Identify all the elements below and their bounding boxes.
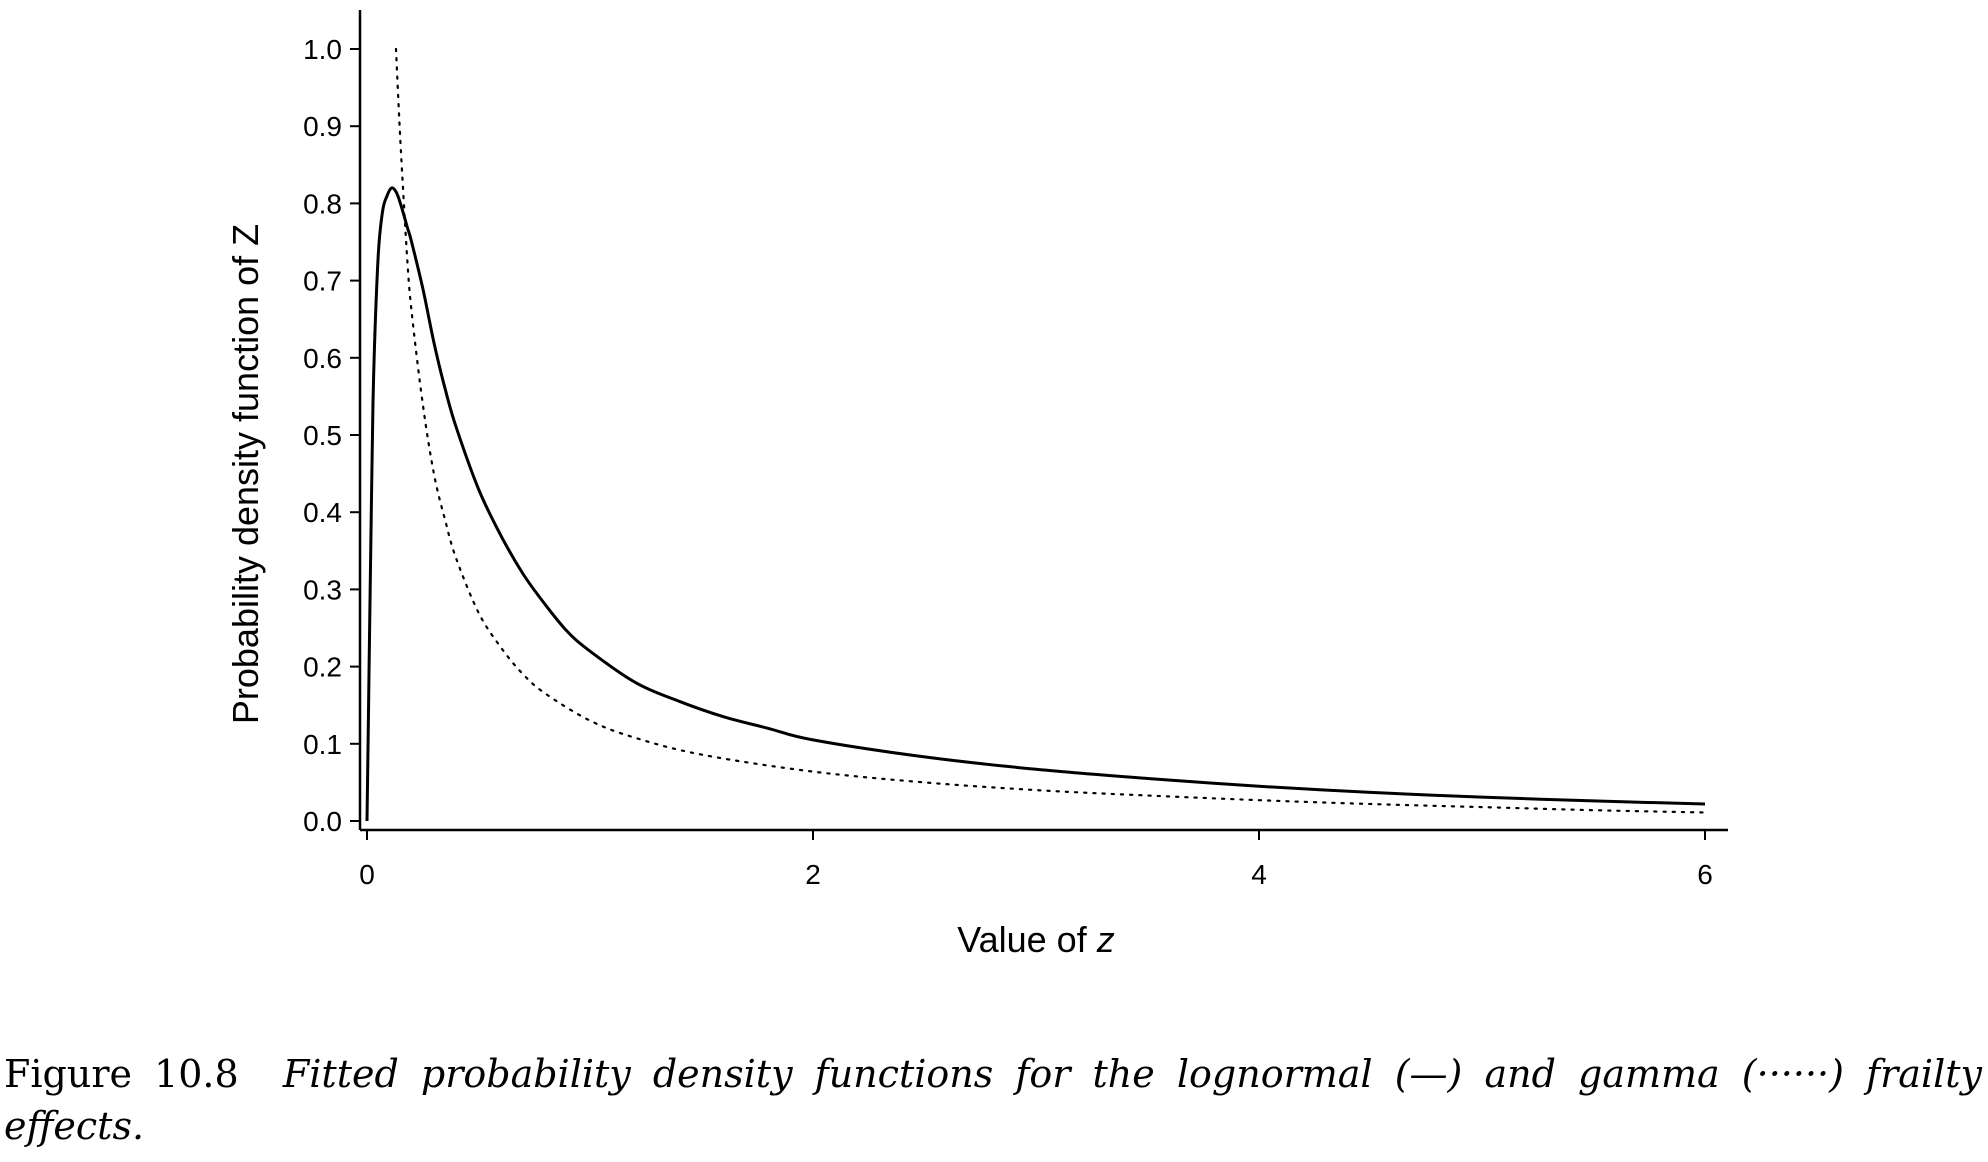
y-tick-label: 0.6 (303, 343, 342, 374)
y-axis: 0.0 0.1 0.2 0.3 0.4 0.5 0.6 0.7 0.8 0.9 1.0 (303, 10, 362, 837)
y-tick-label: 0.2 (303, 652, 342, 683)
y-tick-label: 1.0 (303, 34, 342, 65)
figure-caption: Figure 10.8 Fitted probability density f… (4, 1048, 1982, 1152)
lognormal-series-line (365, 186, 1706, 822)
x-axis: 0 2 4 6 (359, 828, 1728, 890)
y-tick-label: 0.7 (303, 266, 342, 297)
x-tick-label: 6 (1697, 859, 1713, 890)
y-tick-label: 0.1 (303, 729, 342, 760)
y-tick-label: 0.4 (303, 497, 342, 528)
x-tick-label: 4 (1251, 859, 1267, 890)
gamma-series-line (394, 47, 1707, 814)
y-tick-label: 0.9 (303, 111, 342, 142)
x-axis-title: Value of z (957, 919, 1114, 960)
figure-caption-text: Fitted probability density functions for… (4, 1052, 1982, 1148)
series (365, 47, 1707, 822)
x-tick-label: 2 (805, 859, 821, 890)
y-tick-label: 0.8 (303, 188, 342, 219)
y-tick-label: 0.3 (303, 574, 342, 605)
y-tick-label: 0.0 (303, 806, 342, 837)
y-axis-title: Probability density function of Z (225, 224, 266, 724)
figure-caption-label: Figure 10.8 (4, 1052, 239, 1096)
y-tick-label: 0.5 (303, 420, 342, 451)
x-tick-label: 0 (359, 859, 375, 890)
